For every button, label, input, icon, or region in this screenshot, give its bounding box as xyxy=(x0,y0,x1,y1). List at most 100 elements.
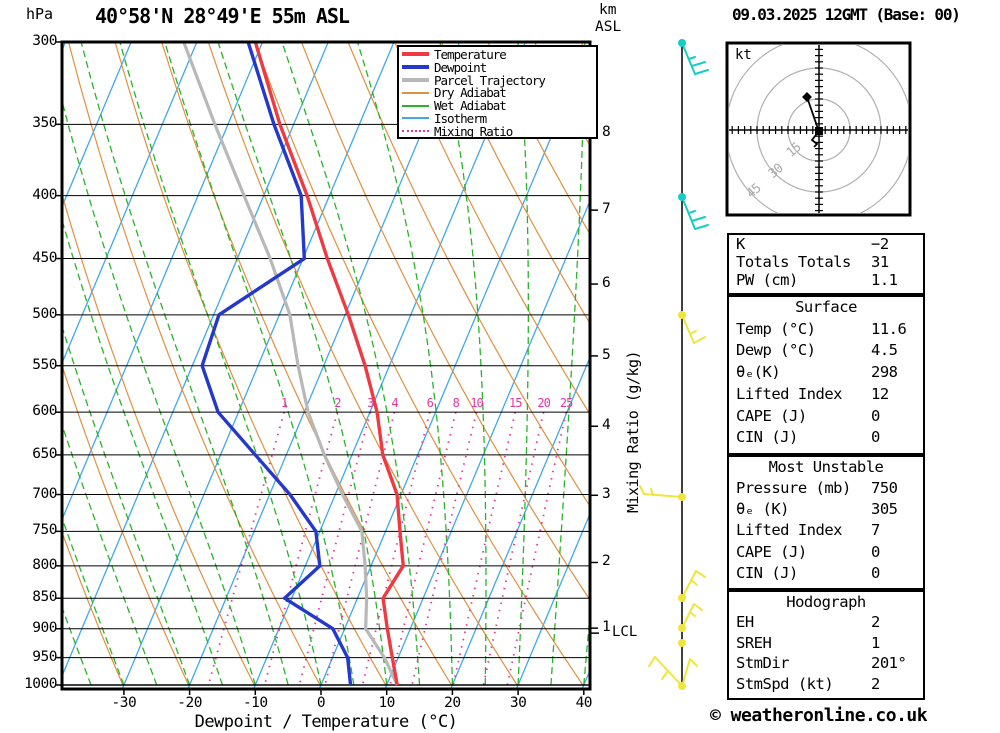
table-row-value: 0 xyxy=(871,428,880,447)
pressure-axis-label: 1000 xyxy=(24,676,57,692)
hodograph-trace xyxy=(806,96,821,148)
mixing-ratio-value-label: 6 xyxy=(426,396,434,410)
dry-adiabat-line xyxy=(63,533,124,686)
table-row: PW (cm) 1.1 xyxy=(729,271,923,289)
table-row-value: 12 xyxy=(871,384,889,403)
legend-item-label: Mixing Ratio xyxy=(434,123,513,139)
dry-adiabat-line xyxy=(441,43,589,323)
table-row: CAPE (J) 0 xyxy=(729,542,923,563)
lcl-marker-label: LCL xyxy=(612,624,638,640)
km-axis-label: 5 xyxy=(602,346,611,363)
legend-item: Dewpoint xyxy=(402,60,596,75)
table-row-label: K xyxy=(736,235,745,253)
table-row-label: θₑ (K) xyxy=(736,500,790,519)
table-row-value: 305 xyxy=(871,500,898,519)
legend-item-label: Parcel Trajectory xyxy=(434,72,546,88)
km-axis-label: 7 xyxy=(602,201,611,218)
legend-swatch xyxy=(402,117,429,120)
mixing-ratio-line xyxy=(263,411,339,686)
legend-item: Temperature xyxy=(402,46,596,62)
copyright-text: © weatheronline.co.uk xyxy=(710,705,928,726)
temp-axis-label: -20 xyxy=(177,695,202,711)
km-axis-label: 1 xyxy=(602,619,611,636)
pressure-axis-label: 500 xyxy=(32,305,57,322)
wind-barb xyxy=(648,656,698,690)
legend-item: Wet Adiabat xyxy=(402,98,596,114)
wind-barb xyxy=(678,39,709,75)
table-row-label: Temp (°C) xyxy=(736,319,816,338)
table-row: Pressure (mb) 750 xyxy=(729,478,923,499)
table-row-label: θₑ(K) xyxy=(736,363,781,382)
hodograph-center-marker xyxy=(815,127,823,135)
station-title: 40°58'N 28°49'E 55m ASL xyxy=(95,4,350,28)
temp-axis-label: 40 xyxy=(575,695,593,711)
mixing-ratio-line xyxy=(361,411,431,686)
table-row-label: CIN (J) xyxy=(736,563,798,582)
table-row-label: Dewp (°C) xyxy=(736,341,816,360)
km-axis-label: 3 xyxy=(602,486,611,503)
km-axis-label: 4 xyxy=(602,417,611,434)
legend-item: Parcel Trajectory xyxy=(402,72,596,88)
table-row-value: −2 xyxy=(871,235,889,253)
table-row-label: StmDir xyxy=(736,654,790,673)
legend-item-label: Wet Adiabat xyxy=(434,98,507,114)
hodograph xyxy=(725,41,912,217)
pressure-axis-label: 450 xyxy=(32,249,57,266)
valid-datetime: 09.03.2025 12GMT (Base: 00) xyxy=(732,5,961,24)
legend-swatch xyxy=(402,77,429,82)
isotherm-line xyxy=(63,43,132,206)
table-title: Hodograph xyxy=(786,593,866,611)
indices-table: Hodograph EH 2 SREH 1 StmDir 201° StmSpd (kt) 2 xyxy=(727,590,925,700)
parcel-trace xyxy=(182,43,399,686)
wind-barb xyxy=(678,193,709,230)
wet-adiabat-line xyxy=(63,102,256,686)
wind-barb xyxy=(678,570,706,602)
wind-barb xyxy=(678,311,706,344)
table-row-value: 1 xyxy=(871,633,880,652)
table-row-value: 31 xyxy=(871,253,889,271)
km-axis-label: 2 xyxy=(602,553,611,570)
legend-item-label: Temperature xyxy=(434,46,507,62)
altitude-unit-km: km xyxy=(599,2,617,18)
pressure-axis-label: 750 xyxy=(32,522,57,539)
table-row-value: 298 xyxy=(871,363,898,382)
table-row-label: CAPE (J) xyxy=(736,542,807,561)
mixing-ratio-value-label: 2 xyxy=(334,396,341,410)
hodograph-unit-label: kt xyxy=(735,47,752,63)
wet-adiabat-line xyxy=(80,43,289,686)
legend-item: Dry Adiabat xyxy=(402,85,596,100)
indices-table: K −2 Totals Totals 31 PW (cm) 1.1 xyxy=(727,233,925,295)
mixing-ratio-value-label: 8 xyxy=(452,396,460,410)
pressure-axis-label: 650 xyxy=(32,445,57,462)
table-row: EH 2 xyxy=(729,612,923,632)
table-row: Temp (°C) 11.6 xyxy=(729,319,923,341)
table-row: Lifted Index 7 xyxy=(729,520,923,541)
legend-swatch xyxy=(402,130,429,133)
table-row: SREH 1 xyxy=(729,633,923,653)
pressure-axis-label: 600 xyxy=(32,403,57,420)
indices-table: Surface Temp (°C) 11.6 Dewp (°C) 4.5 θₑ(K) 298… xyxy=(727,295,925,455)
table-row-value: 2 xyxy=(871,613,880,632)
table-row-label: StmSpd (kt) xyxy=(736,674,834,693)
pressure-axis-label: 300 xyxy=(32,33,57,49)
table-row-label: Lifted Index xyxy=(736,521,842,540)
legend-swatch xyxy=(402,91,429,94)
temp-axis-label: -10 xyxy=(242,695,268,711)
wind-barb xyxy=(639,485,686,501)
mixing-ratio-axis-title: Mixing Ratio (g/kg) xyxy=(624,350,642,514)
mixing-ratio-value-label: 4 xyxy=(391,396,398,410)
pressure-axis-label: 800 xyxy=(32,556,57,573)
table-row: θₑ (K) 305 xyxy=(729,499,923,520)
dewpoint-trace xyxy=(200,43,353,686)
temp-axis-label: 0 xyxy=(316,695,326,711)
x-axis-title: Dewpoint / Temperature (°C) xyxy=(194,712,458,732)
table-row-value: 11.6 xyxy=(871,319,907,338)
mixing-ratio-value-label: 3 xyxy=(367,396,374,410)
mixing-ratio-value-label: 1 xyxy=(280,396,288,410)
table-title: Most Unstable xyxy=(768,458,884,476)
temperature-trace xyxy=(253,43,405,686)
table-row-value: 0 xyxy=(871,406,880,425)
pressure-axis-label: 850 xyxy=(32,589,57,606)
table-row-label: Lifted Index xyxy=(736,384,842,403)
